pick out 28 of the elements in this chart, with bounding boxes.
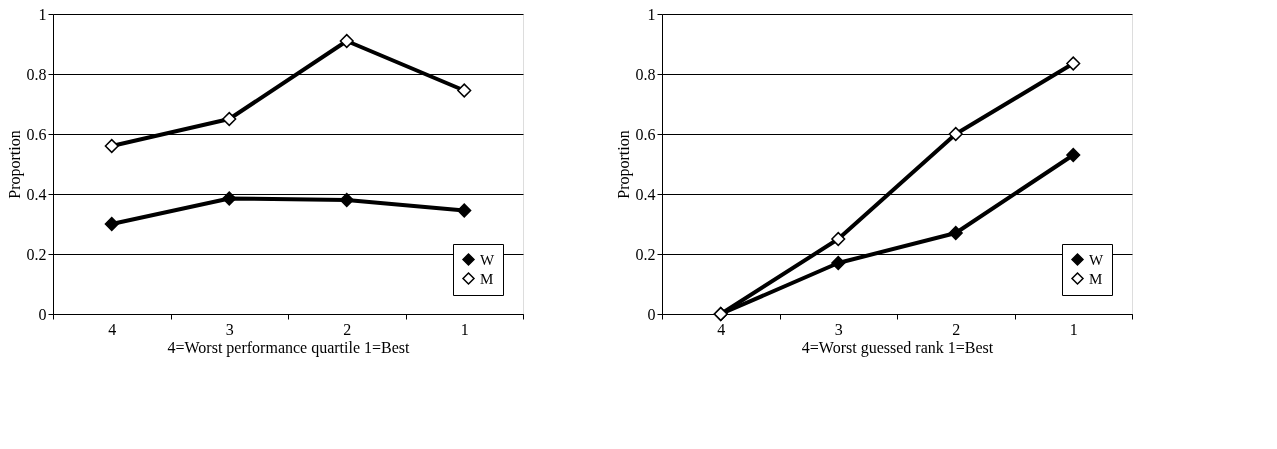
y-tick-label: 0.6 <box>26 125 47 143</box>
y-tick-label: 0.2 <box>26 245 47 263</box>
y-tick-label: 1 <box>647 5 656 23</box>
x-tick-label: 1 <box>1069 320 1078 338</box>
x-tick-label: 4 <box>108 320 117 338</box>
legend-label: M <box>480 270 494 287</box>
x-tick-label: 2 <box>343 320 352 338</box>
x-tick-label: 3 <box>225 320 234 338</box>
x-tick-label: 2 <box>952 320 961 338</box>
y-tick-label: 0.4 <box>26 185 47 203</box>
y-tick-label: 0.8 <box>26 65 47 83</box>
y-tick-label: 0 <box>647 305 656 323</box>
legend-label: W <box>1089 251 1104 268</box>
y-tick-label: 0.2 <box>635 245 656 263</box>
legend-label: W <box>480 251 495 268</box>
x-tick-label: 1 <box>460 320 469 338</box>
x-tick-label: 3 <box>834 320 843 338</box>
legend-label: M <box>1089 270 1103 287</box>
y-tick-label: 0.8 <box>635 65 656 83</box>
x-tick-label: 4 <box>717 320 726 338</box>
y-axis-title: Proportion <box>614 130 633 199</box>
y-tick-label: 0.4 <box>635 185 656 203</box>
y-tick-label: 0.6 <box>635 125 656 143</box>
y-tick-label: 0 <box>38 305 47 323</box>
y-tick-label: 1 <box>38 5 47 23</box>
y-axis-title: Proportion <box>5 130 24 199</box>
x-axis-title: 4=Worst guessed rank 1=Best <box>801 338 994 357</box>
x-axis-title: 4=Worst performance quartile 1=Best <box>167 338 411 357</box>
